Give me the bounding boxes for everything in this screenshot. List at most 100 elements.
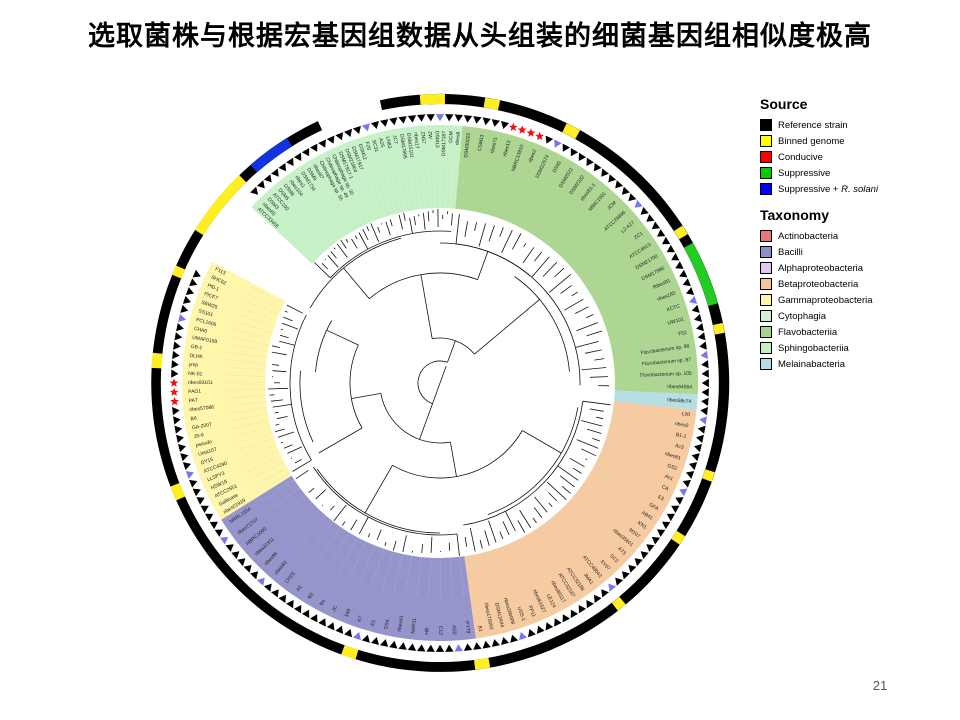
legend-taxonomy-swatch	[760, 230, 772, 242]
tree-branch	[343, 267, 370, 299]
legend-taxonomy-swatch	[760, 358, 772, 370]
beta-leaf-label: Ac3	[674, 443, 684, 451]
tree-branch	[554, 267, 565, 278]
leaf-guide-line	[523, 193, 543, 230]
reference-marker	[445, 114, 454, 122]
tree-branch	[589, 408, 604, 412]
tree-branch	[308, 487, 315, 493]
leaf-guide-line	[598, 456, 636, 475]
gamma-leaf-label: UMAF0158	[192, 335, 218, 346]
sphingo-leaf-label: DSM17187	[441, 131, 447, 156]
reference-marker	[185, 287, 194, 295]
tree-branch	[398, 214, 403, 230]
leaf-guide-line	[512, 542, 530, 579]
tree-branch	[569, 457, 585, 468]
tree-branch	[283, 444, 293, 449]
reference-marker	[231, 551, 240, 560]
leaf-guide-line	[337, 193, 358, 230]
reference-marker	[593, 594, 602, 603]
reference-marker	[646, 214, 655, 222]
reference-marker	[700, 406, 708, 416]
bacilli-leaf-label: 168	[344, 608, 353, 618]
tree-branch	[277, 431, 295, 438]
beta-leaf-label: B1	[476, 625, 483, 632]
tree-branch	[548, 492, 558, 502]
taxonomy-sector	[221, 475, 476, 642]
legend-taxonomy-item: Bacilli	[760, 244, 950, 260]
leaf-guide-line	[447, 168, 450, 209]
reference-marker	[326, 135, 335, 144]
reference-marker	[417, 114, 426, 122]
legend-panel: Source Reference strain Binned genome Cond…	[760, 96, 950, 372]
leaf-guide-line	[260, 479, 295, 503]
gamma-leaf-label: B6	[190, 415, 197, 422]
leaf-guide-line	[580, 254, 613, 280]
leaf-guide-line	[282, 502, 313, 530]
flavo-leaf-label: ribes71	[490, 137, 500, 155]
reference-marker	[200, 505, 209, 513]
reference-marker	[189, 278, 198, 287]
source-ring-block	[674, 225, 688, 240]
reference-marker	[361, 634, 370, 643]
leaf-guide-line	[393, 553, 403, 594]
tree-branch	[376, 529, 382, 541]
tree-branch	[586, 330, 603, 337]
tree-branch	[385, 221, 391, 236]
reference-marker	[318, 139, 326, 148]
reference-marker	[326, 622, 335, 631]
tree-branch-arc	[514, 276, 570, 372]
legend-taxonomy-label: Gammaproteobacteria	[778, 294, 873, 306]
leaf-guide-line	[612, 412, 652, 420]
reference-marker	[426, 114, 435, 122]
tree-branch	[270, 399, 283, 402]
legend-species-italic: R. solani	[841, 183, 879, 195]
tree-branch	[333, 247, 336, 250]
tree-branch	[351, 393, 381, 399]
tree-branch	[531, 256, 550, 278]
leaf-guide-line	[496, 179, 511, 218]
tree-branch	[321, 263, 328, 270]
tree-branch	[589, 376, 608, 378]
beta-leaf-label: ribes0	[674, 421, 689, 429]
leaf-guide-line	[601, 449, 639, 466]
leaf-guide-line	[354, 185, 371, 223]
tree-branch	[572, 467, 582, 474]
tree-branch	[447, 340, 456, 363]
leaf-guide-line	[388, 174, 399, 214]
reference-marker	[699, 341, 707, 350]
gamma-leaf-label: SS101	[198, 308, 214, 318]
beta-leaf-label: CA	[661, 484, 670, 493]
leaf-guide-line	[449, 557, 453, 598]
legend-taxonomy-label: Cytophagia	[778, 310, 827, 322]
tree-branch	[315, 489, 327, 500]
legend-taxonomy-heading: Taxonomy	[760, 207, 829, 223]
leaf-guide-line	[227, 351, 267, 358]
reference-marker	[180, 304, 189, 313]
tree-branch-arc	[392, 430, 523, 479]
reference-marker	[615, 577, 624, 586]
reference-marker	[701, 369, 709, 378]
leaf-guide-line	[452, 168, 456, 209]
tree-branch	[479, 539, 483, 549]
tree-branch	[362, 229, 369, 241]
reference-marker	[491, 119, 500, 127]
bacilli-leaf-label: K7	[357, 615, 365, 623]
tree-branch	[327, 255, 339, 268]
leaf-guide-line	[241, 450, 279, 467]
tree-branch	[542, 262, 558, 277]
leaf-guide-line	[519, 538, 538, 575]
legend-source-item: Binned genome	[760, 133, 950, 149]
leaf-guide-line	[377, 177, 390, 216]
reference-marker	[662, 521, 671, 530]
leaf-guide-line	[233, 432, 273, 445]
leaf-guide-line	[478, 173, 488, 213]
legend-taxonomy-item: Actinobacteria	[760, 228, 950, 244]
tree-branch	[585, 458, 588, 461]
leaf-guide-line	[227, 407, 267, 414]
legend-taxonomy-swatch	[760, 326, 772, 338]
leaf-guide-line	[244, 456, 282, 474]
leaf-guide-line	[226, 359, 267, 365]
reference-marker	[301, 609, 310, 618]
gamma-leaf-label: PA7	[188, 398, 198, 405]
tree-branch	[358, 516, 369, 534]
